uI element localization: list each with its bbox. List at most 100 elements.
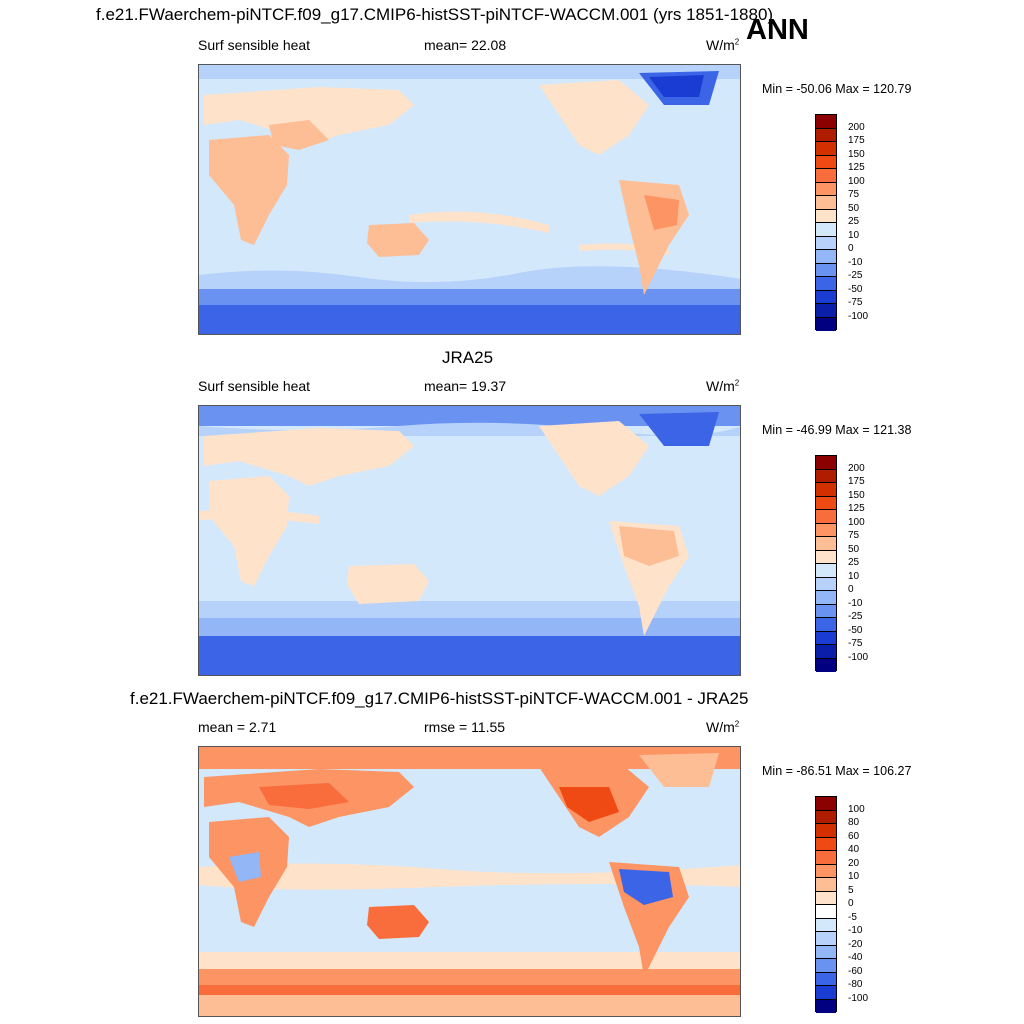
colorbar-swatch bbox=[816, 905, 836, 919]
panel-2-minmax: Min = -46.99 Max = 121.38 bbox=[762, 423, 912, 437]
colorbar-swatch bbox=[816, 577, 836, 591]
colorbar-swatch bbox=[816, 810, 836, 824]
colorbar-tick-label: 125 bbox=[848, 503, 865, 514]
colorbar-tick-label: -10 bbox=[848, 597, 863, 609]
colorbar-tick-label: 0 bbox=[848, 243, 854, 254]
arctic-band bbox=[199, 406, 740, 426]
colorbar-swatch bbox=[816, 591, 836, 605]
colorbar-swatch bbox=[816, 837, 836, 851]
colorbar-tick-label: -50 bbox=[848, 283, 863, 295]
colorbar-tick-label: 10 bbox=[848, 871, 860, 882]
colorbar-swatch bbox=[816, 658, 836, 672]
colorbar-tick-label: 150 bbox=[848, 148, 865, 160]
colorbar-swatch bbox=[816, 483, 836, 497]
colorbar-swatch bbox=[816, 196, 836, 210]
colorbar-tick-label: 200 bbox=[848, 121, 865, 133]
colorbar-swatch bbox=[816, 209, 836, 223]
arctic-band bbox=[199, 65, 740, 79]
colorbar-tick-label: -10 bbox=[848, 925, 863, 936]
panel-2-map-svg bbox=[199, 406, 740, 675]
colorbar-swatch bbox=[816, 317, 836, 331]
colorbar-swatch bbox=[816, 918, 836, 932]
colorbar-tick-label: 0 bbox=[848, 584, 854, 595]
colorbar-swatch bbox=[816, 290, 836, 304]
colorbar-tick-label: 40 bbox=[848, 844, 860, 855]
colorbar-tick-label: -75 bbox=[848, 638, 863, 649]
panel-1-mean: mean= 22.08 bbox=[424, 37, 507, 53]
colorbar-tick-label: 50 bbox=[848, 543, 860, 555]
panel-2-colorbar bbox=[815, 455, 837, 672]
panel-1-colorbar bbox=[815, 114, 837, 331]
colorbar-tick-label: -80 bbox=[848, 979, 863, 990]
colorbar-tick-label: 20 bbox=[848, 857, 860, 869]
panel-3-title: f.e21.FWaerchem-piNTCF.f09_g17.CMIP6-his… bbox=[130, 689, 749, 708]
colorbar-swatch bbox=[816, 169, 836, 183]
north-america bbox=[539, 80, 649, 155]
colorbar-tick-label: 175 bbox=[848, 135, 865, 146]
panel-3-colorbar bbox=[815, 796, 837, 1013]
southern-ocean-band-1 bbox=[199, 601, 740, 619]
panel-2-title: JRA25 bbox=[442, 348, 494, 367]
colorbar-tick-label: -40 bbox=[848, 952, 863, 963]
panel-3-units: W/m2 bbox=[706, 719, 740, 735]
colorbar-swatch bbox=[816, 115, 836, 129]
colorbar-tick-label: 25 bbox=[848, 216, 860, 227]
colorbar-tick-label: 100 bbox=[848, 803, 865, 815]
colorbar-swatch bbox=[816, 304, 836, 318]
colorbar-tick-label: 80 bbox=[848, 817, 860, 828]
mid-lat-band bbox=[199, 266, 740, 289]
colorbar-swatch bbox=[816, 510, 836, 524]
colorbar-tick-label: 75 bbox=[848, 530, 860, 541]
colorbar-tick-label: -25 bbox=[848, 611, 863, 622]
colorbar-tick-label: 75 bbox=[848, 189, 860, 200]
figure-title: f.e21.FWaerchem-piNTCF.f09_g17.CMIP6-his… bbox=[96, 5, 774, 24]
panel-3-map bbox=[198, 746, 741, 1017]
colorbar-tick-label: -100 bbox=[848, 651, 869, 663]
colorbar-tick-label: 0 bbox=[848, 898, 854, 909]
colorbar-swatch bbox=[816, 797, 836, 811]
antarctica-band bbox=[199, 636, 740, 675]
panel-2-mean: mean= 19.37 bbox=[424, 378, 507, 394]
colorbar-swatch bbox=[816, 263, 836, 277]
australia bbox=[367, 223, 429, 257]
southern-ocean-band bbox=[199, 969, 740, 985]
colorbar-tick-label: 5 bbox=[848, 884, 854, 896]
australia bbox=[367, 905, 429, 939]
colorbar-swatch bbox=[816, 523, 836, 537]
australia bbox=[347, 564, 429, 604]
panel-3-mean: mean = 2.71 bbox=[198, 719, 277, 735]
colorbar-tick-label: -10 bbox=[848, 256, 863, 268]
colorbar-swatch bbox=[816, 496, 836, 510]
colorbar-swatch bbox=[816, 972, 836, 986]
colorbar-tick-label: 10 bbox=[848, 229, 860, 241]
colorbar-swatch bbox=[816, 277, 836, 291]
colorbar-swatch bbox=[816, 550, 836, 564]
panel-1-variable: Surf sensible heat bbox=[198, 37, 311, 53]
colorbar-tick-label: 150 bbox=[848, 489, 865, 501]
colorbar-swatch bbox=[816, 878, 836, 892]
colorbar-tick-label: 50 bbox=[848, 202, 860, 214]
colorbar-tick-label: 60 bbox=[848, 830, 860, 842]
colorbar-tick-label: -75 bbox=[848, 297, 863, 308]
colorbar-tick-label: -100 bbox=[848, 310, 869, 322]
colorbar-tick-label: 175 bbox=[848, 476, 865, 487]
colorbar-tick-label: -100 bbox=[848, 992, 869, 1004]
colorbar-swatch bbox=[816, 645, 836, 659]
panel-2-variable: Surf sensible heat bbox=[198, 378, 311, 394]
panel-1-units: W/m2 bbox=[706, 37, 740, 53]
colorbar-swatch bbox=[816, 604, 836, 618]
colorbar-swatch bbox=[816, 469, 836, 483]
colorbar-tick-label: 125 bbox=[848, 162, 865, 173]
panel-1-minmax: Min = -50.06 Max = 120.79 bbox=[762, 82, 912, 96]
colorbar-tick-label: -60 bbox=[848, 965, 863, 977]
colorbar-swatch bbox=[816, 959, 836, 973]
africa bbox=[209, 476, 289, 586]
panel-3-map-svg bbox=[199, 747, 740, 1016]
panel-1-map-svg bbox=[199, 65, 740, 334]
greenland bbox=[639, 753, 719, 787]
colorbar-swatch bbox=[816, 986, 836, 1000]
africa bbox=[209, 135, 289, 245]
colorbar-tick-label: -5 bbox=[848, 911, 857, 923]
panel-1-map bbox=[198, 64, 741, 335]
colorbar-tick-label: -50 bbox=[848, 624, 863, 636]
